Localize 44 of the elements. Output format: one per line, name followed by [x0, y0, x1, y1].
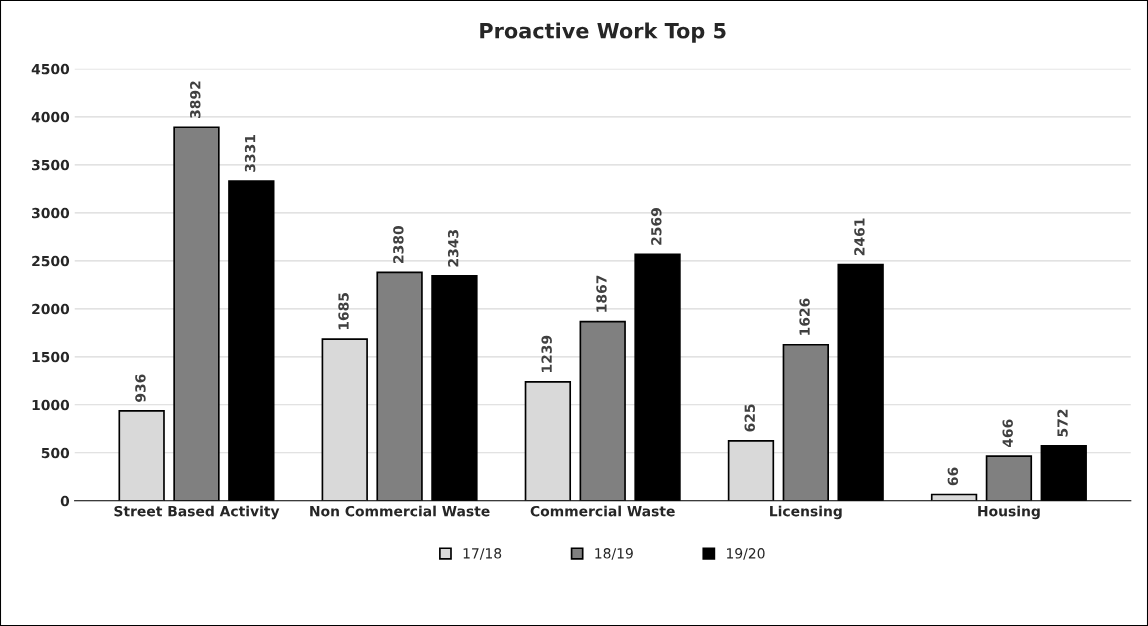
- bar: [634, 253, 681, 501]
- bar: [228, 180, 275, 501]
- y-tick-label: 4000: [31, 111, 70, 123]
- x-tick-label: Non Commercial Waste: [310, 505, 490, 517]
- data-label: 936: [135, 374, 146, 402]
- data-label: 2569: [651, 208, 662, 245]
- y-tick-label: 0: [60, 495, 70, 507]
- y-tick-label: 3500: [32, 159, 70, 171]
- data-label: 572: [1057, 409, 1068, 437]
- y-tick-label: 4500: [31, 63, 70, 75]
- data-label: 3892: [190, 81, 201, 118]
- data-label: 625: [744, 404, 755, 432]
- x-tick-label: Street Based Activity: [114, 505, 280, 520]
- legend-label: 19/20: [727, 548, 765, 560]
- y-tick-label: 2000: [32, 303, 70, 315]
- legend-label: 18/19: [595, 548, 633, 560]
- bar: [579, 320, 626, 501]
- y-tick-label: 1500: [32, 351, 70, 363]
- data-label: 3331: [244, 135, 256, 172]
- data-label: 1239: [541, 335, 552, 372]
- y-tick-label: 2500: [32, 255, 70, 267]
- data-label: 1626: [799, 298, 810, 335]
- legend-label: 17/18: [463, 548, 502, 560]
- y-tick-label: 500: [41, 447, 70, 459]
- data-label: 2380: [393, 226, 404, 263]
- x-tick-label: Housing: [978, 505, 1040, 520]
- data-label: 66: [947, 467, 959, 486]
- bar: [1040, 445, 1087, 501]
- bar: [782, 343, 829, 501]
- bar: [431, 275, 478, 501]
- data-label: 2343: [447, 230, 459, 267]
- chart-title: Proactive Work Top 5: [480, 22, 726, 43]
- data-label: 2461: [854, 218, 865, 256]
- y-tick-label: 1000: [32, 399, 70, 411]
- data-label: 1867: [596, 275, 607, 312]
- bar: [837, 263, 884, 501]
- x-tick-label: Commercial Waste: [530, 505, 675, 517]
- bar: [173, 126, 220, 501]
- bar: [376, 271, 423, 501]
- data-label: 466: [1002, 419, 1013, 448]
- data-label: 1685: [338, 293, 349, 330]
- x-tick-label: Licensing: [770, 505, 842, 520]
- bar: [985, 455, 1033, 501]
- y-tick-label: 3000: [32, 207, 70, 219]
